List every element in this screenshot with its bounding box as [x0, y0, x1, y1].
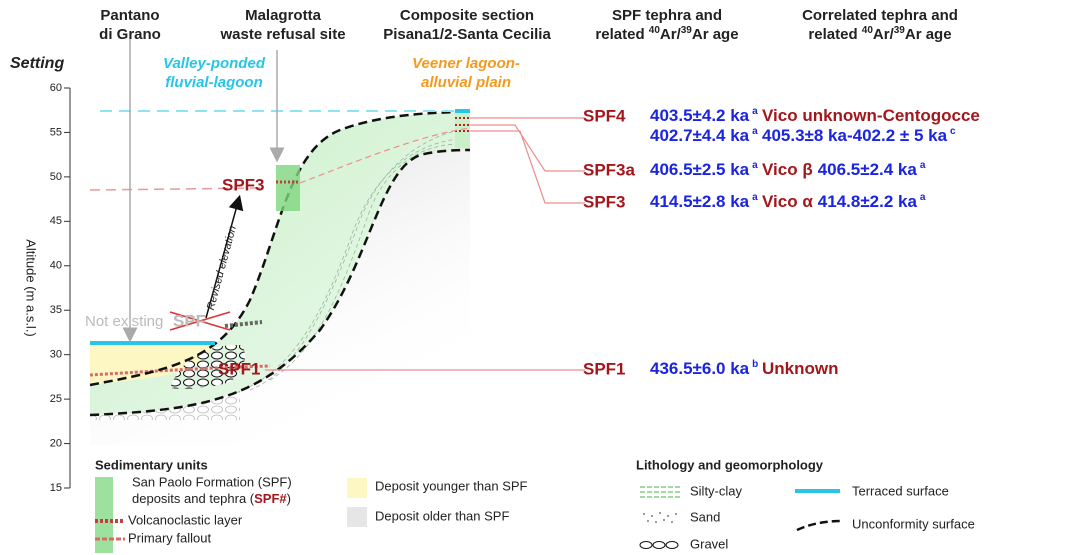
age-note: b [752, 359, 758, 370]
age-note: c [950, 126, 956, 137]
header-part: Ar/ [660, 26, 682, 43]
header: Pantano [100, 7, 159, 24]
header: related 40Ar/39Ar age [595, 25, 738, 43]
setting-name: Valley-ponded [163, 55, 266, 72]
age-note: a [752, 192, 758, 203]
legend-title: Lithology and geomorphology [636, 457, 824, 472]
age-note: a [752, 126, 758, 137]
legend-label: Gravel [690, 536, 728, 551]
tick-label: 15 [50, 482, 62, 494]
header: Malagrotta [245, 7, 322, 24]
tick-label: 40 [50, 260, 62, 272]
age-text: Vico unknown-Centogocce [762, 106, 980, 125]
correlated-age: 406.5±2.4 ka [818, 160, 918, 179]
section-label: SPF3 [222, 175, 265, 194]
legend-part: SPF# [254, 491, 287, 506]
tick-label: 20 [50, 437, 62, 449]
tephra-label: SPF1 [583, 359, 626, 378]
header: Composite section [400, 7, 534, 24]
header-part: related [595, 26, 648, 43]
header-part: related [808, 26, 861, 43]
correlated: Vico unknown-Centogocce [762, 106, 980, 125]
header: SPF tephra and [612, 7, 722, 24]
age-text: 405.3±8 ka-402.2 ± 5 ka [762, 126, 948, 145]
age-note: a [752, 160, 758, 171]
section-label: SPF1 [218, 359, 261, 378]
setting-name: fluvial-lagoon [165, 74, 263, 91]
age-text: 406.5±2.5 ka [650, 160, 750, 179]
header-part: 39 [894, 25, 906, 36]
tick-label: 30 [50, 349, 62, 361]
tick-label: 55 [50, 126, 62, 138]
header: Correlated tephra and [802, 7, 958, 24]
section-label: Revised elevation [205, 224, 239, 311]
tick-label: 25 [50, 393, 62, 405]
section-label: Not existing [85, 313, 163, 330]
header-part: 40 [862, 25, 874, 36]
correlated-age: 414.8±2.2 ka [818, 192, 918, 211]
setting-label: Setting [10, 55, 64, 72]
legend-label: Unconformity surface [852, 516, 975, 531]
legend-label: Primary fallout [128, 530, 211, 545]
header-part: Ar/ [873, 26, 895, 43]
header-part: Ar age [692, 26, 739, 43]
age-note: a [752, 106, 758, 117]
legend-label: Volcanoclastic layer [128, 512, 243, 527]
header-part: 40 [649, 25, 661, 36]
legend-label: Deposit younger than SPF [375, 478, 528, 493]
header-part: 39 [681, 25, 693, 36]
figure: Altitude (m a.s.l.) 15 20 25 30 35 40 45 50 55 60… [0, 0, 1075, 555]
correlated: Unknown [762, 359, 839, 378]
age-note: a [920, 192, 926, 203]
header: Pisana1/2-Santa Cecilia [383, 26, 551, 43]
tick-label: 50 [50, 171, 62, 183]
tick-label: 35 [50, 304, 62, 316]
axis-label: Altitude (m a.s.l.) [24, 239, 39, 337]
section-label: SPF [173, 311, 206, 330]
tick-label: 60 [50, 82, 62, 94]
header: related 40Ar/39Ar age [808, 25, 951, 43]
legend-label: deposits and tephra (SPF#) [132, 491, 291, 506]
age-text: 403.5±4.2 ka [650, 106, 750, 125]
age-text: Unknown [762, 359, 839, 378]
section-drawing [90, 38, 585, 445]
legend-label: Deposit older than SPF [375, 508, 509, 523]
setting-name: Veener lagoon- [412, 55, 520, 72]
legend-part: deposits and tephra ( [132, 491, 255, 506]
legend-label: Terraced surface [852, 483, 949, 498]
age-text: 436.5±6.0 ka [650, 359, 750, 378]
header: di Grano [99, 26, 161, 43]
y-axis: Altitude (m a.s.l.) 15 20 25 30 35 40 45 50 55 60 [24, 82, 70, 494]
legend-label: San Paolo Formation (SPF) [132, 474, 292, 489]
age-text: 414.5±2.8 ka [650, 192, 750, 211]
legend: Sedimentary units San Paolo Formation (S… [95, 457, 975, 553]
correlated-name: Vico α [762, 192, 813, 211]
setting-name: alluvial plain [421, 74, 511, 91]
age-note: a [920, 160, 926, 171]
age-text: 402.7±4.4 ka [650, 126, 750, 145]
legend-title: Sedimentary units [95, 457, 208, 472]
header-part: Ar age [905, 26, 952, 43]
header: waste refusal site [219, 26, 345, 43]
legend-part: ) [287, 491, 291, 506]
legend-label: Silty-clay [690, 483, 743, 498]
tephra-label: SPF4 [583, 106, 626, 125]
legend-label: Sand [690, 509, 720, 524]
tephra-label: SPF3a [583, 160, 636, 179]
tick-label: 45 [50, 215, 62, 227]
correlated-name: Vico β [762, 160, 813, 179]
tephra-label: SPF3 [583, 192, 626, 211]
